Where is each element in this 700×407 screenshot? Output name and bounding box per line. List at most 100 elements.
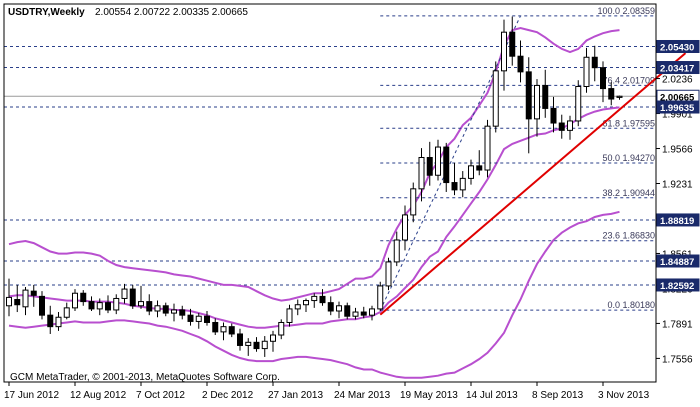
candle-body (30, 290, 37, 296)
candle (402, 205, 408, 251)
candle-body (88, 301, 95, 310)
price-label-1: 2.03417 (660, 64, 694, 75)
candle-body (459, 177, 466, 191)
candle-body (228, 326, 235, 335)
candle (369, 305, 375, 321)
candle-body (377, 285, 384, 310)
candle-body (311, 295, 318, 302)
copyright-text: GCM MetaTrader, © 2001-2013, MetaQuotes … (10, 372, 280, 383)
candle (121, 283, 128, 304)
candle (6, 278, 12, 317)
candle-body (558, 122, 565, 131)
candle (377, 281, 384, 311)
price-label-5: 1.84887 (660, 257, 694, 268)
candle-body (55, 316, 62, 328)
candle-body (426, 156, 433, 176)
candle-body (204, 315, 210, 323)
candle (608, 82, 615, 106)
candle (575, 80, 582, 127)
candle-body (517, 55, 524, 73)
candle (344, 302, 351, 320)
x-tick-label-7: 14 Jul 2013 (466, 390, 518, 401)
plot-frame (3, 3, 657, 383)
price-label-box-3 (656, 100, 700, 114)
candle (311, 293, 318, 308)
candle (468, 159, 474, 185)
candle (261, 336, 268, 357)
bollinger-lower (8, 210, 620, 379)
candle-body (534, 84, 540, 120)
candle (278, 319, 285, 340)
candle (567, 115, 573, 140)
candle-body (245, 341, 252, 346)
candle (484, 119, 491, 178)
candle (327, 296, 334, 316)
candle-body (39, 295, 45, 316)
candle (105, 295, 111, 314)
candle (418, 148, 425, 202)
candle-body (319, 295, 326, 304)
candle-body (583, 56, 590, 87)
candle (270, 330, 276, 352)
fibo-label-4: 38.2 1.90944 (602, 188, 655, 198)
candle (591, 45, 598, 82)
candle-body (237, 333, 243, 346)
candle-body (179, 309, 186, 316)
candle-body (567, 120, 573, 131)
candle-body (336, 305, 342, 312)
candle (204, 310, 210, 326)
chart-header-ohlc: 2.00554 2.00722 2.00335 2.00665 (95, 7, 248, 18)
candle (542, 69, 549, 118)
candle-body (138, 301, 144, 307)
y-tick-label-1: 1.9901 (662, 110, 693, 121)
candle-body (451, 182, 458, 191)
candle-body (105, 302, 111, 311)
candle (517, 40, 524, 83)
candle (220, 322, 227, 341)
candle-body (294, 304, 301, 310)
candle-body (72, 292, 78, 309)
candle (352, 307, 359, 320)
candle-body (468, 165, 474, 179)
price-label-box-4 (656, 213, 700, 227)
candle-body (542, 84, 549, 109)
candle (63, 302, 70, 320)
candle-body (525, 71, 532, 120)
candle (154, 300, 161, 318)
candle-body (410, 188, 417, 216)
candle (600, 61, 606, 103)
candle (303, 298, 309, 313)
candle (30, 284, 37, 307)
candle-body (608, 88, 615, 100)
candle-body (286, 308, 293, 323)
candle (39, 291, 45, 320)
candle-body (187, 314, 194, 322)
candle-body (113, 297, 120, 311)
candle-body (501, 31, 507, 72)
candle-body (492, 70, 499, 127)
candle-body (352, 311, 359, 317)
candle-body (385, 261, 392, 287)
candle (550, 96, 557, 133)
candle-body (253, 341, 260, 350)
candle-body (220, 326, 227, 333)
candle (14, 284, 21, 313)
candle (88, 296, 95, 311)
candle-body (96, 302, 103, 310)
candle (385, 257, 392, 291)
candle (179, 305, 186, 320)
candle (228, 323, 235, 338)
candle (80, 290, 87, 306)
candle (294, 299, 301, 316)
candle-body (14, 299, 21, 306)
candle (195, 313, 202, 329)
x-tick-label-0: 17 Jun 2012 (4, 390, 59, 401)
candle (492, 61, 499, 133)
fibo-label-2: 61.8 1.97595 (602, 118, 655, 128)
candle (525, 57, 532, 154)
candle (171, 303, 177, 322)
candle-body (154, 305, 161, 312)
candle (583, 47, 590, 93)
candle-body (22, 289, 29, 308)
